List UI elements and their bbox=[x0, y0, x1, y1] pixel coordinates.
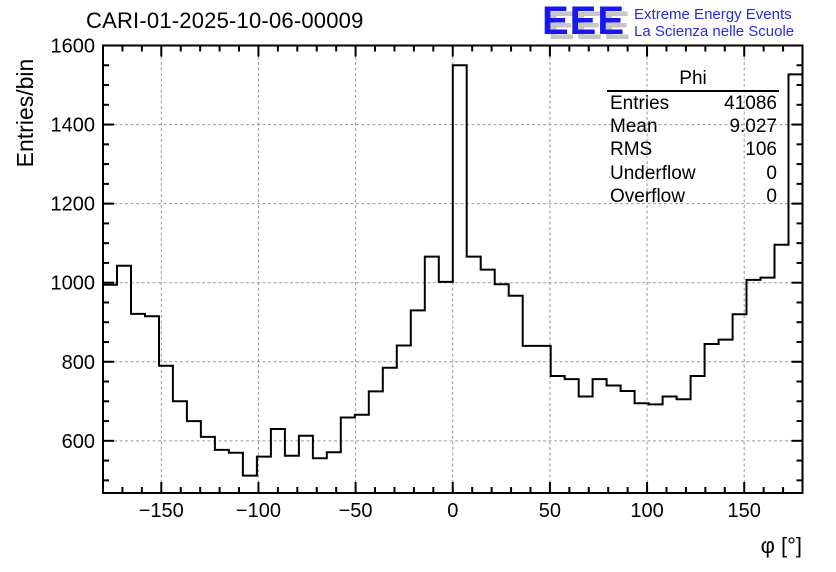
stats-box-title: Phi bbox=[607, 68, 779, 92]
eee-logo-line1: Extreme Energy Events bbox=[634, 6, 792, 23]
x-axis-title: φ [°] bbox=[760, 533, 802, 558]
stats-value: 0 bbox=[766, 162, 777, 184]
stats-label: Underflow bbox=[610, 162, 696, 184]
stats-row-rms: RMS 106 bbox=[607, 139, 779, 162]
eee-logo: EEE Extreme Energy Events La Scienza nel… bbox=[542, 0, 794, 43]
y-tick-label: 800 bbox=[62, 352, 95, 374]
y-tick-label: 1600 bbox=[51, 36, 96, 58]
x-tick-label: −100 bbox=[236, 500, 281, 522]
x-tick-label: 150 bbox=[728, 500, 761, 522]
stats-row-entries: Entries 41086 bbox=[607, 92, 779, 115]
stats-row-mean: Mean 9.027 bbox=[607, 115, 779, 138]
page-title: CARI-01-2025-10-06-00009 bbox=[86, 8, 364, 33]
stats-label: Overflow bbox=[610, 185, 685, 207]
stats-row-overflow: Overflow 0 bbox=[607, 185, 779, 208]
histogram-line bbox=[103, 64, 803, 477]
eee-logo-line2: La Scienza nelle Scuole bbox=[634, 23, 795, 40]
stats-label: RMS bbox=[610, 139, 653, 161]
stats-value: 41086 bbox=[724, 92, 777, 114]
x-tick-label: 100 bbox=[630, 500, 663, 522]
stats-label: Mean bbox=[610, 115, 658, 137]
y-tick-label: 1000 bbox=[51, 273, 96, 295]
eee-logo-captions: Extreme Energy Events La Scienza nelle S… bbox=[634, 3, 794, 40]
stats-value: 0 bbox=[766, 185, 777, 207]
y-tick-label: 600 bbox=[62, 431, 95, 453]
y-axis-title: Entries/bin bbox=[12, 58, 38, 168]
x-tick-label: 0 bbox=[447, 500, 458, 522]
x-tick-label: −50 bbox=[339, 500, 373, 522]
stats-row-underflow: Underflow 0 bbox=[607, 162, 779, 185]
y-tick-label: 1200 bbox=[51, 194, 96, 216]
stats-label: Entries bbox=[610, 92, 670, 114]
y-tick-label: 1400 bbox=[51, 115, 96, 137]
stats-box: Phi Entries 41086 Mean 9.027 RMS 106 Und… bbox=[607, 68, 779, 208]
x-tick-label: 50 bbox=[539, 500, 561, 522]
x-tick-label: −150 bbox=[139, 500, 184, 522]
stats-value: 9.027 bbox=[729, 115, 777, 137]
eee-logo-acronym: EEE bbox=[542, 0, 626, 43]
stats-value: 106 bbox=[745, 139, 777, 161]
